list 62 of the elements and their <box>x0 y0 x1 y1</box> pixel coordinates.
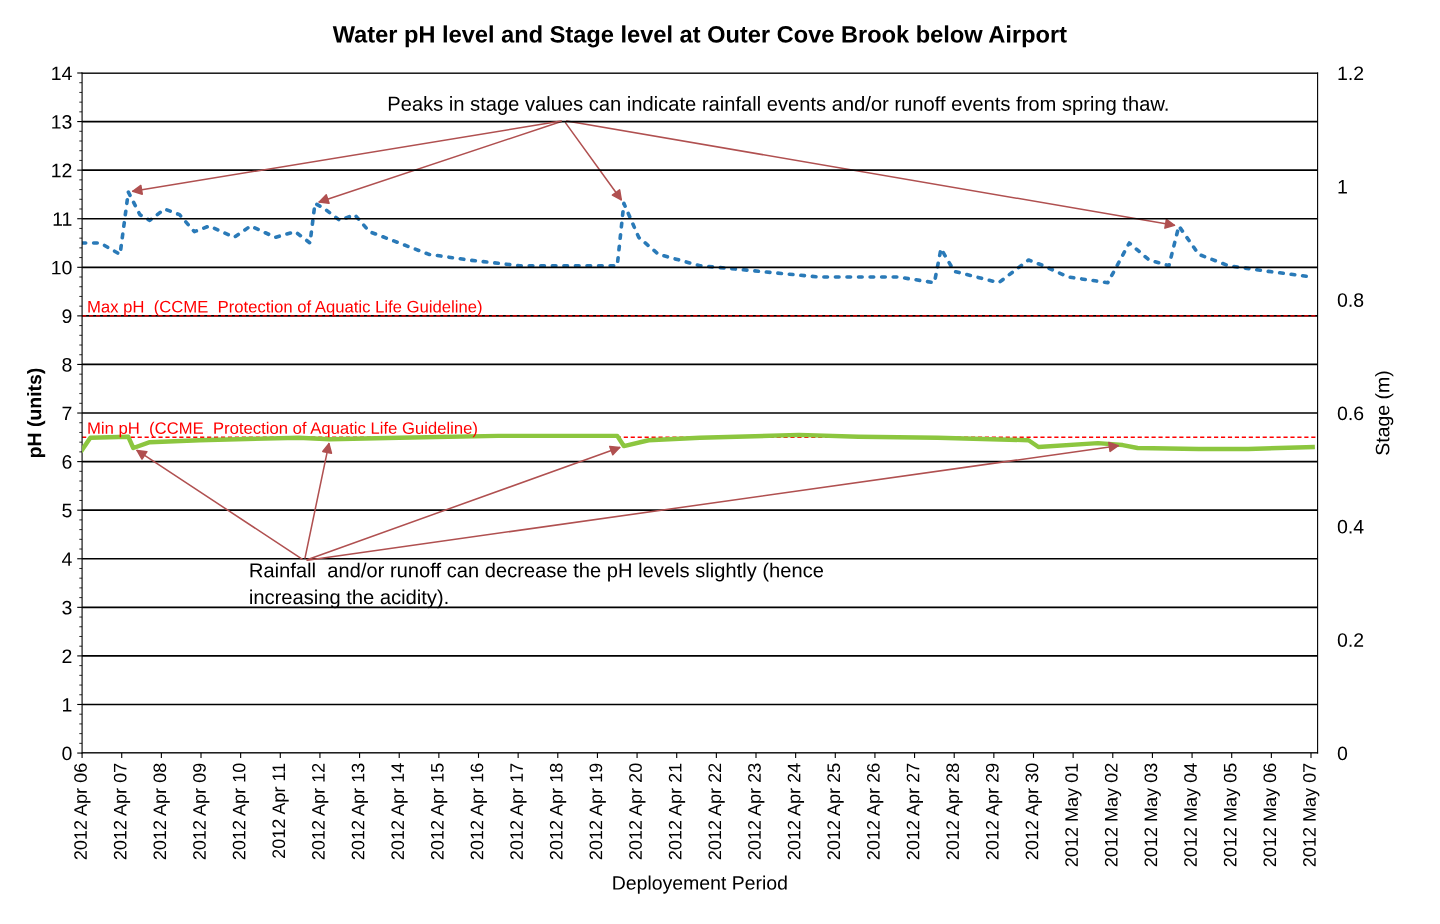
x-tick-label: 2012 May 01 <box>1065 763 1082 867</box>
x-tick-label: 2012 May 02 <box>1104 763 1122 867</box>
x-tick-label: 2012 May 06 <box>1263 763 1280 867</box>
x-tick-label: 2012 Apr 25 <box>827 763 844 860</box>
y2-tick-label: 0 <box>1337 746 1348 761</box>
x-tick-label: 2012 Apr 13 <box>351 763 368 860</box>
y2-tick-label: 0.6 <box>1337 406 1364 421</box>
x-tick-label: 2012 Apr 18 <box>549 763 567 860</box>
x-tick-label: 2012 May 04 <box>1184 763 1201 867</box>
y-tick-label: 12 <box>52 163 72 178</box>
x-tick-label: 2012 Apr 11 <box>272 763 289 858</box>
x-tick-label: 2012 Apr 19 <box>589 763 606 860</box>
x-tick-label: 2012 Apr 12 <box>312 763 329 860</box>
y-tick-label: 1 <box>63 698 72 712</box>
x-tick-label: 2012 Apr 29 <box>985 763 1003 860</box>
y2-tick-label: 0.8 <box>1337 293 1364 307</box>
y2-axis-title: Stage (m) <box>1375 371 1394 455</box>
y-tick-label: 13 <box>52 115 72 129</box>
annotation: Rainfall and/or runoff can decrease the pH levels slightly (hence increasing the acidity). <box>250 562 824 609</box>
x-tick-label: 2012 Apr 08 <box>153 763 170 860</box>
y-tick-label: 7 <box>62 406 72 421</box>
x-tick-label: 2012 Apr 22 <box>708 763 725 860</box>
annotation: Peaks in stage values can indicate rainfall events and/or runoff events from spring thaw. <box>388 96 1168 115</box>
y2-tick-label: 1 <box>1338 180 1347 194</box>
y-tick-label: 8 <box>62 357 72 372</box>
y-tick-label: 6 <box>62 455 72 469</box>
x-tick-label: 2012 Apr 27 <box>906 763 923 860</box>
y2-tick-label: 1.2 <box>1338 66 1364 81</box>
y-tick-label: 10 <box>52 260 72 275</box>
y-tick-label: 0 <box>62 746 72 761</box>
x-tick-label: 2012 Apr 06 <box>74 763 91 860</box>
x-tick-label: 2012 Apr 09 <box>193 763 210 860</box>
y-tick-label: 4 <box>61 552 72 566</box>
x-tick-label: 2012 Apr 17 <box>510 763 527 860</box>
ref-line-label: Min pH (CCME Protection of Aquatic Life Guideline) <box>88 421 477 438</box>
y-tick-label: 14 <box>52 66 72 81</box>
x-axis-title: Deployement Period <box>613 875 787 894</box>
y-tick-label: 11 <box>53 212 72 226</box>
x-tick-label: 2012 Apr 20 <box>629 763 646 860</box>
x-tick-label: 2012 Apr 07 <box>113 763 131 860</box>
x-tick-label: 2012 May 03 <box>1144 763 1161 867</box>
x-tick-label: 2012 Apr 28 <box>946 763 963 860</box>
x-tick-label: 2012 May 05 <box>1223 763 1241 867</box>
y-tick-label: 9 <box>62 309 72 324</box>
y-tick-label: 5 <box>62 503 72 518</box>
x-tick-label: 2012 Apr 21 <box>668 763 686 860</box>
chart-title: Water pH level and Stage level at Outer Cove Brook below Airport <box>332 25 1067 48</box>
x-tick-label: 2012 Apr 23 <box>748 763 765 860</box>
x-tick-label: 2012 Apr 26 <box>866 763 884 860</box>
y-tick-label: 3 <box>62 600 72 615</box>
x-tick-label: 2012 Apr 15 <box>430 763 448 860</box>
x-tick-label: 2012 Apr 16 <box>470 763 487 860</box>
x-tick-label: 2012 Apr 14 <box>391 763 408 860</box>
y-tick-label: 2 <box>62 649 72 663</box>
y2-tick-label: 0.4 <box>1337 519 1364 534</box>
x-tick-label: 2012 Apr 30 <box>1025 763 1042 860</box>
y2-tick-label: 0.2 <box>1337 633 1364 647</box>
ref-line-label: Max pH (CCME Protection of Aquatic Life Guideline) <box>88 300 482 316</box>
x-tick-label: 2012 Apr 10 <box>232 763 250 860</box>
y-axis-title: pH (units) <box>27 368 46 458</box>
x-tick-label: 2012 Apr 24 <box>787 763 805 860</box>
x-tick-label: 2012 May 07 <box>1303 763 1320 867</box>
